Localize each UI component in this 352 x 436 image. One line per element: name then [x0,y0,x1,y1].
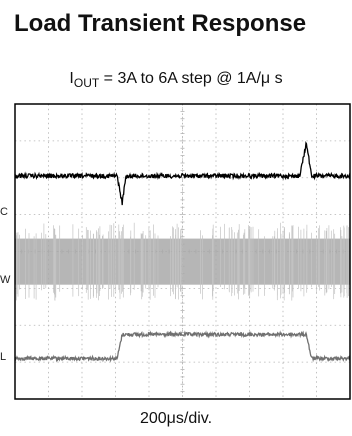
channel-label-cut-1: C [0,206,8,218]
channel-label-cut-3: L [0,351,7,363]
test-condition: IOUT = 3A to 6A step @ 1A/μ s [0,70,352,90]
channel-label-cut-2: W [0,274,11,286]
sw-trace-band [15,238,350,285]
vout-trace [14,141,351,206]
sw-trace-spikes [16,222,349,301]
condition-text: = 3A to 6A step @ 1A/μ s [99,70,283,87]
plot-frame [14,103,351,400]
condition-subscript: OUT [73,76,100,90]
iout-trace [14,330,351,363]
time-scale-label: 200μs/div. [139,410,213,427]
scope-traces [14,141,351,363]
chart-title: Load Transient Response [14,10,307,37]
condition-symbol: I [69,70,74,87]
